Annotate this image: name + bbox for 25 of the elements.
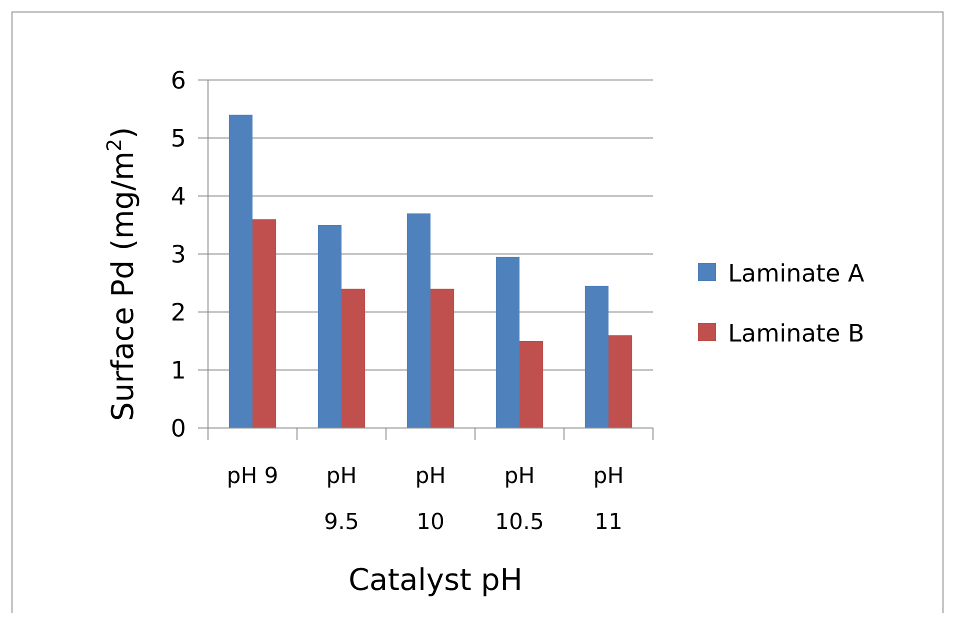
y-tick-label: 6 (170, 66, 186, 94)
x-tick-label: pH 10.5 (495, 464, 544, 535)
legend-label: Laminate A (728, 259, 865, 288)
bar (430, 288, 454, 428)
y-tick-label: 5 (170, 124, 186, 152)
x-tick-label: pH 10 (415, 464, 446, 535)
bar (520, 341, 544, 428)
bar (608, 335, 632, 428)
bar (318, 225, 342, 428)
x-axis-title: Catalyst pH (348, 563, 523, 598)
legend-label: Laminate B (728, 319, 864, 348)
bar (406, 213, 430, 428)
y-tick-label: 4 (170, 182, 186, 210)
bar (252, 219, 276, 428)
x-tick-label: pH 9 (226, 464, 278, 489)
bar (342, 288, 366, 428)
y-tick-label: 1 (170, 356, 186, 384)
x-tick-label: pH 9.5 (324, 464, 359, 535)
bar (496, 256, 520, 428)
x-tick-label: pH 11 (593, 464, 624, 535)
y-tick-label: 2 (170, 298, 186, 326)
bar (228, 114, 252, 428)
y-tick-label: 3 (170, 240, 186, 268)
y-tick-label: 0 (170, 414, 186, 442)
bar (584, 286, 608, 428)
